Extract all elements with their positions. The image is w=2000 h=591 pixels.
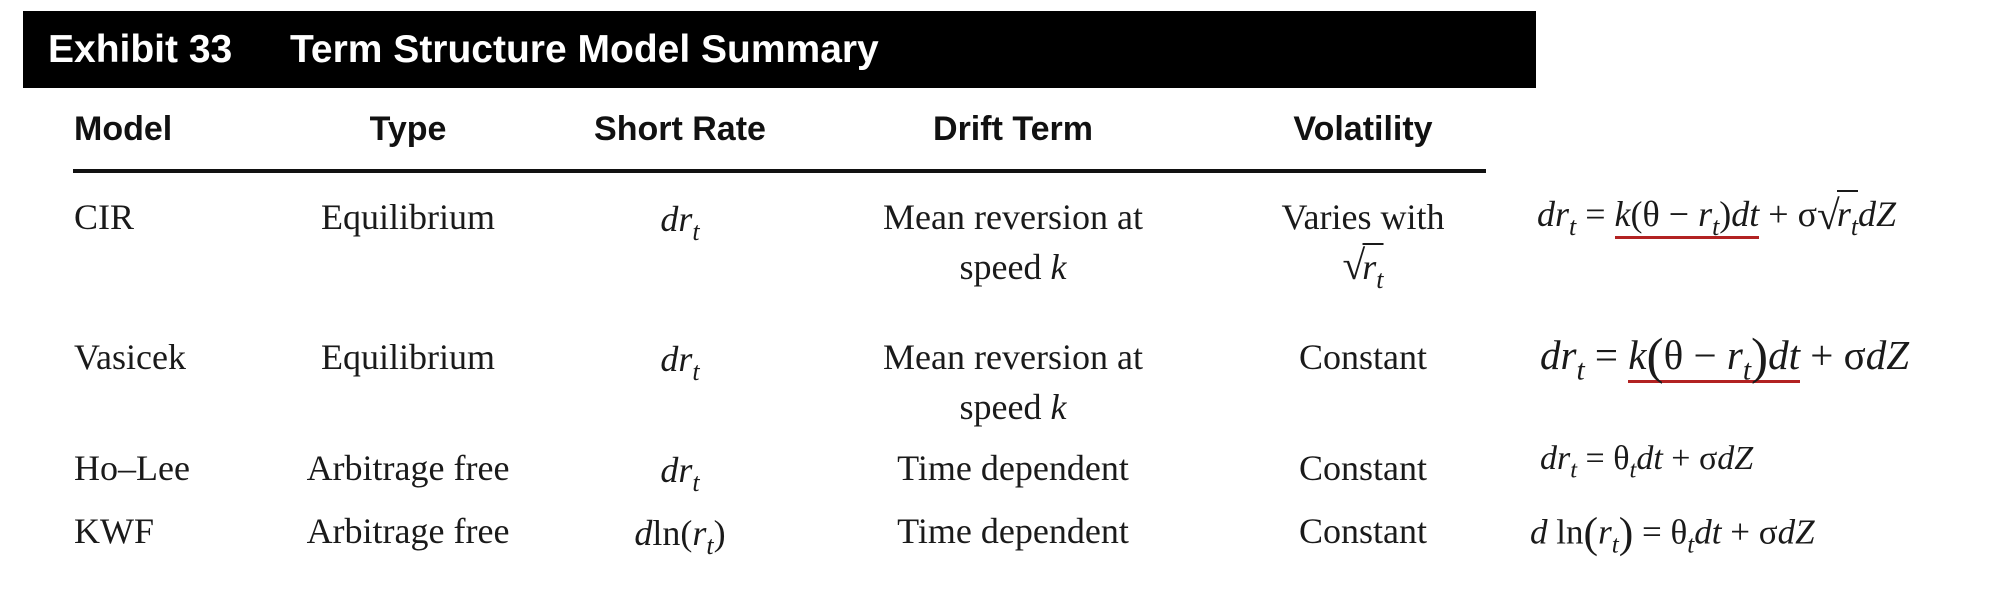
- row-ho-lee-type: Arbitrage free: [306, 448, 510, 488]
- row-ho-lee-model: Ho–Lee: [74, 448, 190, 488]
- formula-cir: drt = k(θ − rt)dt + σ √ rtdZ: [1537, 190, 1897, 242]
- header-type: Type: [369, 110, 447, 148]
- header-rule: [73, 169, 1486, 173]
- row-ho-lee-drift: Time dependent: [897, 448, 1129, 488]
- row-vasicek-volatility: Constant: [1298, 337, 1428, 377]
- row-cir-type: Equilibrium: [321, 197, 495, 237]
- formula-ho-lee: drt = θtdt + σdZ: [1540, 440, 1754, 484]
- row-vasicek-short-rate: drt: [660, 339, 700, 387]
- row-vasicek-type: Equilibrium: [321, 337, 495, 377]
- row-kwf-drift: Time dependent: [897, 511, 1129, 551]
- row-cir-volatility: Varies with √ rt: [1281, 197, 1445, 295]
- row-cir-short-rate: drt: [660, 199, 700, 247]
- row-vasicek-model: Vasicek: [74, 337, 186, 377]
- header-model: Model: [74, 110, 173, 148]
- row-kwf-volatility: Constant: [1298, 511, 1428, 551]
- formula-vasicek: drt = k(θ − rt)dt + σdZ: [1540, 328, 1910, 387]
- exhibit-banner: Exhibit 33 Term Structure Model Summary: [23, 11, 1536, 88]
- row-ho-lee-short-rate: drt: [660, 450, 700, 498]
- exhibit-title: Term Structure Model Summary: [290, 27, 879, 71]
- row-kwf-model: KWF: [74, 511, 154, 551]
- header-short-rate: Short Rate: [594, 110, 766, 148]
- row-kwf-type: Arbitrage free: [306, 511, 510, 551]
- exhibit-number: Exhibit 33: [48, 27, 233, 71]
- row-ho-lee-volatility: Constant: [1298, 448, 1428, 488]
- row-kwf-short-rate: dln(rt): [634, 513, 726, 561]
- row-cir-model: CIR: [74, 197, 135, 237]
- header-volatility: Volatility: [1293, 110, 1433, 148]
- row-vasicek-drift: Mean reversion at speed k: [883, 337, 1143, 427]
- row-cir-drift: Mean reversion at speed k: [883, 197, 1143, 287]
- formula-kwf: d ln(rt) = θtdt + σdZ: [1530, 509, 1815, 559]
- header-drift-term: Drift Term: [933, 110, 1093, 148]
